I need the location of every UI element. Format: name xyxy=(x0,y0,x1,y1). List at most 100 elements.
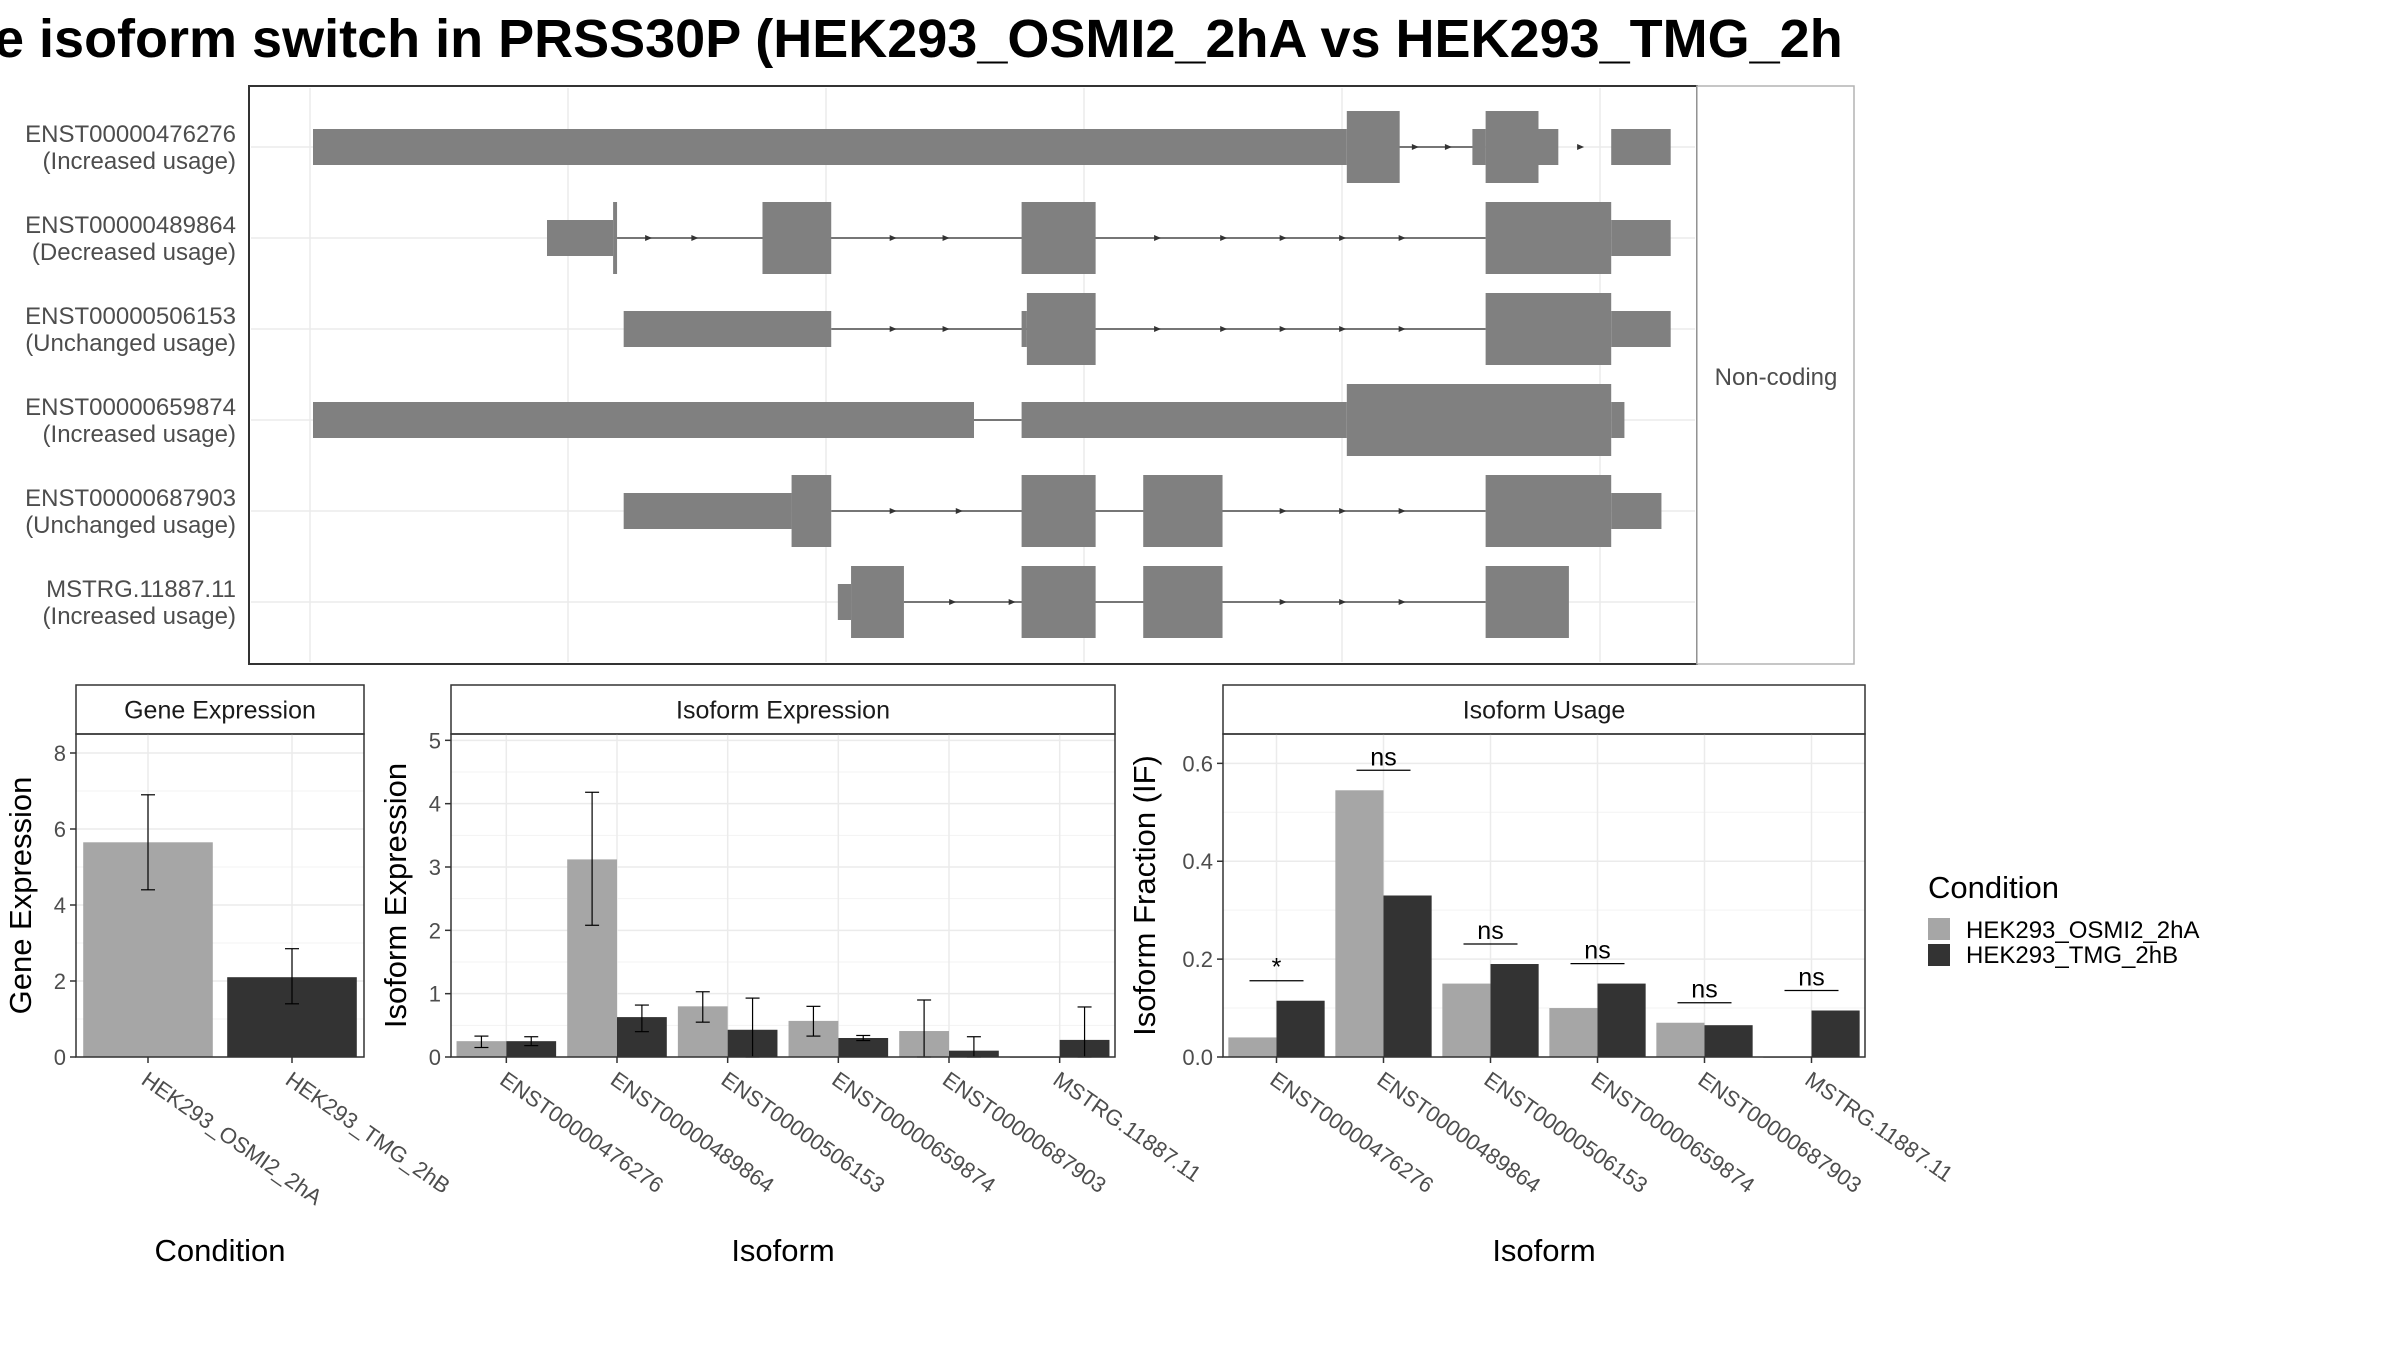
intron-direction-arrow xyxy=(889,508,897,514)
isoform-usage-label: (Increased usage) xyxy=(43,603,236,630)
intron-direction-arrow xyxy=(1008,599,1016,605)
x-axis-title: Isoform xyxy=(1492,1233,1595,1268)
isoform-usage-label: (Unchanged usage) xyxy=(25,512,236,539)
isoform-usage-label: (Decreased usage) xyxy=(32,239,236,266)
isoform-expression-panel: Isoform Expression012345ENST00000476276E… xyxy=(378,684,1206,1268)
isoform-id-label: ENST00000489864 xyxy=(25,212,236,239)
panel-border xyxy=(75,733,365,1058)
isoform-id-label: ENST00000506153 xyxy=(25,303,236,330)
structure-row: ENST00000506153(Unchanged usage) xyxy=(25,293,1695,365)
intron-direction-arrow xyxy=(1339,235,1347,241)
structure-row: MSTRG.11887.11(Increased usage) xyxy=(43,566,1695,638)
legend-label-osmi2: HEK293_OSMI2_2hA xyxy=(1966,917,2199,944)
intron-direction-arrow xyxy=(1339,326,1347,332)
facet-strip-title: Gene Expression xyxy=(124,697,316,725)
utr-exon xyxy=(1611,220,1671,256)
utr-exon xyxy=(837,584,852,620)
isoform-usage-label: (Increased usage) xyxy=(43,148,236,175)
figure-title: e isoform switch in PRSS30P (HEK293_OSMI… xyxy=(0,9,1843,69)
significance-label: ns xyxy=(1798,964,1824,992)
y-tick-label: 6 xyxy=(54,817,66,842)
cds-exon xyxy=(1485,202,1612,274)
intron-direction-arrow xyxy=(942,326,950,332)
cds-exon xyxy=(1485,293,1612,365)
intron-direction-arrow xyxy=(1220,326,1228,332)
intron-direction-arrow xyxy=(1279,508,1287,514)
structure-facet-strip xyxy=(1696,85,1855,665)
structure-row: ENST00000476276(Increased usage) xyxy=(25,111,1695,183)
legend-title: Condition xyxy=(1928,870,2059,905)
cds-exon xyxy=(1143,475,1223,547)
intron-direction-arrow xyxy=(691,235,699,241)
bar xyxy=(1704,1025,1753,1057)
utr-exon xyxy=(313,129,1347,165)
y-tick-label: 0 xyxy=(429,1045,441,1070)
bar xyxy=(1656,1022,1705,1057)
bar xyxy=(456,1041,507,1057)
legend-label-tmg: HEK293_TMG_2hB xyxy=(1966,942,2178,969)
utr-exon xyxy=(1538,129,1559,165)
intron-direction-arrow xyxy=(949,599,957,605)
facet-strip xyxy=(450,684,1116,735)
bar xyxy=(1811,1010,1860,1057)
intron-direction-arrow xyxy=(889,326,897,332)
intron-direction-arrow xyxy=(955,508,963,514)
bar xyxy=(1383,895,1432,1057)
intron-direction-arrow xyxy=(1411,144,1419,150)
legend-swatch-osmi2 xyxy=(1928,918,1950,940)
condition-legend: Condition HEK293_OSMI2_2hA HEK293_TMG_2h… xyxy=(1928,870,2199,969)
structure-panel-border xyxy=(248,85,1698,665)
structure-rows: ENST00000476276(Increased usage)ENST0000… xyxy=(25,111,1695,638)
isoform-id-label: ENST00000659874 xyxy=(25,394,236,421)
isoform-id-label: ENST00000687903 xyxy=(25,485,236,512)
intron-direction-arrow xyxy=(1220,235,1228,241)
y-axis-title: Isoform Fraction (IF) xyxy=(1127,755,1162,1036)
utr-exon xyxy=(313,402,974,438)
y-axis-title: Gene Expression xyxy=(3,777,38,1015)
isoform-usage-label: (Increased usage) xyxy=(43,421,236,448)
significance-label: ns xyxy=(1584,937,1610,965)
y-tick-label: 8 xyxy=(54,741,66,766)
structure-row: ENST00000489864(Decreased usage) xyxy=(25,202,1695,274)
intron-direction-arrow xyxy=(1154,326,1162,332)
bar xyxy=(1490,964,1539,1057)
bar xyxy=(1228,1037,1277,1057)
cds-exon xyxy=(1485,475,1612,547)
isoform-id-label: ENST00000476276 xyxy=(25,121,236,148)
structure-facet-label: Non-coding xyxy=(1715,364,1838,391)
cds-exon xyxy=(1346,111,1400,183)
y-tick-label: 2 xyxy=(54,969,66,994)
intron-direction-arrow xyxy=(1398,508,1406,514)
structure-row: ENST00000659874(Increased usage) xyxy=(25,384,1695,456)
y-tick-label: 3 xyxy=(429,855,441,880)
facet-strip xyxy=(75,684,365,735)
intron-direction-arrow xyxy=(1398,599,1406,605)
cds-exon xyxy=(1485,111,1539,183)
y-tick-label: 4 xyxy=(429,792,441,817)
panel-border xyxy=(1222,733,1866,1058)
significance-label: * xyxy=(1272,954,1282,982)
y-axis-title: Isoform Expression xyxy=(378,763,413,1028)
panel-border xyxy=(450,733,1116,1058)
isoform-id-label: MSTRG.11887.11 xyxy=(46,576,236,603)
cds-exon xyxy=(851,566,904,638)
y-tick-label: 0.2 xyxy=(1182,947,1213,972)
x-axis-title: Condition xyxy=(155,1233,286,1268)
intron-direction-arrow xyxy=(1279,326,1287,332)
intron-direction-arrow xyxy=(1154,235,1162,241)
utr-exon xyxy=(1611,402,1625,438)
significance-label: ns xyxy=(1477,917,1503,945)
bar xyxy=(1335,790,1384,1057)
cds-exon xyxy=(1021,566,1096,638)
intron-direction-arrow xyxy=(1398,326,1406,332)
y-tick-label: 2 xyxy=(429,918,441,943)
facet-strip-title: Isoform Expression xyxy=(676,697,890,725)
intron-direction-arrow xyxy=(1577,144,1585,150)
utr-exon xyxy=(1472,129,1486,165)
bar xyxy=(1442,983,1491,1057)
bar xyxy=(1597,983,1646,1057)
y-tick-label: 0.6 xyxy=(1182,751,1213,776)
utr-exon xyxy=(623,493,792,529)
cds-exon xyxy=(613,202,618,274)
